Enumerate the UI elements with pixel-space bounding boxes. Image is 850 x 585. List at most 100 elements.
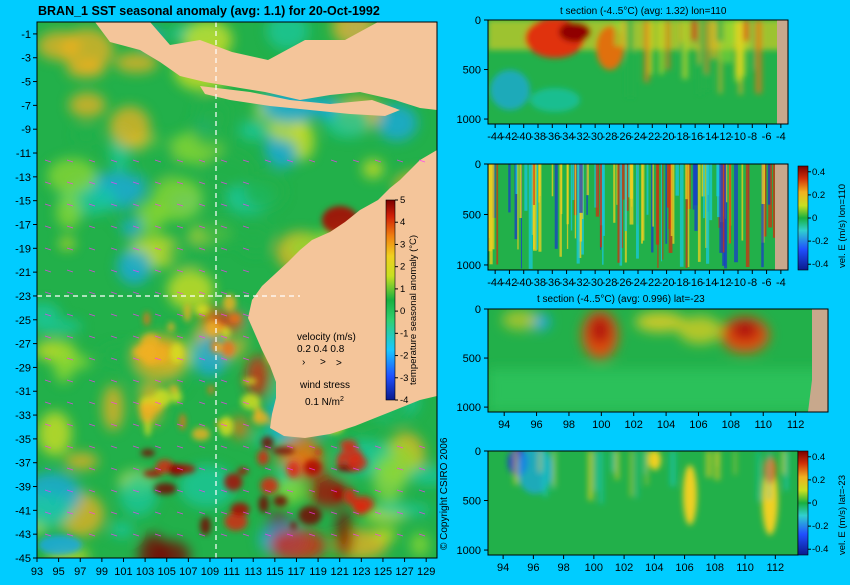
section-xtick-label: -10 — [730, 131, 746, 143]
vector-arrow — [154, 159, 162, 163]
map-title: BRAN_1 SST seasonal anomaly (avg: 1.1) f… — [38, 4, 380, 18]
section-xtick-label: -18 — [673, 131, 689, 143]
vector-arrow — [220, 401, 228, 405]
map-xtick-label: 105 — [158, 566, 176, 578]
vector-arrow — [308, 489, 316, 493]
vector-arrow — [88, 357, 96, 361]
field-patch — [590, 316, 610, 344]
anomaly-eddy — [200, 516, 211, 536]
vector-arrow — [44, 357, 52, 361]
section-xtick-label: -40 — [516, 131, 532, 143]
vector-arrow — [198, 445, 206, 449]
map-xtick-label: 123 — [352, 566, 370, 578]
velocity-streak — [595, 164, 600, 217]
vector-arrow — [418, 533, 426, 537]
map-xtick-label: 97 — [74, 566, 86, 578]
vector-arrow — [176, 291, 184, 295]
map-x-axis: 93 95 97 99 101 103 105 107 109 111 113 115 117 119 12… — [31, 558, 435, 578]
vector-arrow — [418, 159, 426, 163]
velocity-streak — [602, 164, 605, 236]
velocity-streak — [533, 164, 537, 251]
section-xtick-label: -24 — [630, 131, 646, 143]
section-xtick-label: 94 — [497, 562, 509, 574]
vector-arrow — [242, 203, 250, 207]
section-xtick-label: -30 — [587, 277, 603, 289]
vector-arrow — [110, 335, 118, 339]
vector-arrow — [198, 291, 206, 295]
section-xtick-label: 94 — [498, 419, 510, 431]
land-java — [200, 86, 400, 116]
vector-arrow — [198, 379, 206, 383]
s2-colorbar-ticks: 0.4 0.2 0 -0.2 -0.4 — [808, 167, 828, 270]
anomaly-blob — [308, 477, 350, 508]
anomaly-blob — [191, 334, 228, 377]
section-xtick-label: 106 — [689, 419, 707, 431]
vector-arrow — [154, 401, 162, 405]
vector-arrow — [330, 445, 338, 449]
velocity-streak — [574, 164, 577, 239]
velocity-streak — [579, 164, 583, 213]
field-streak — [659, 20, 664, 75]
vector-arrow — [198, 401, 206, 405]
section-xtick-label: 96 — [527, 562, 539, 574]
section-xtick-label: 104 — [657, 419, 675, 431]
vector-arrow — [110, 445, 118, 449]
vector-arrow — [66, 401, 74, 405]
vector-arrow — [66, 291, 74, 295]
vector-arrow — [220, 533, 228, 537]
vector-arrow — [286, 445, 294, 449]
vector-arrow — [66, 445, 74, 449]
vector-arrow — [352, 159, 360, 163]
vector-arrow — [66, 489, 74, 493]
section-colorbar-tick-label: 0.4 — [812, 452, 825, 463]
vector-arrow — [110, 291, 118, 295]
vector-arrow — [66, 357, 74, 361]
vector-arrow — [44, 203, 52, 207]
velocity-streak — [588, 451, 592, 501]
vector-arrow — [110, 511, 118, 515]
section-xtick-label: -8 — [747, 131, 757, 143]
section-ytick-label: 500 — [463, 209, 481, 221]
vector-arrow — [66, 269, 74, 273]
map-colorbar-ticks: 5 4 3 2 1 0 -1 -2 -3 -4 — [395, 195, 408, 406]
anomaly-eddy — [143, 311, 151, 326]
velocity-streak — [536, 164, 538, 250]
vector-arrow — [220, 313, 228, 317]
vector-arrow — [220, 181, 228, 185]
wind-legend-value: 0.1 N/m2 — [305, 396, 344, 408]
section-xtick-label: -34 — [559, 131, 575, 143]
vector-arrow — [396, 489, 404, 493]
vector-arrow — [110, 159, 118, 163]
vector-arrow — [88, 379, 96, 383]
vector-arrow — [352, 511, 360, 515]
vector-arrow — [242, 533, 250, 537]
anomaly-blob — [153, 540, 191, 558]
vector-arrow — [264, 159, 272, 163]
vector-arrow — [44, 467, 52, 471]
vector-arrow — [220, 423, 228, 427]
section-xtick-label: -20 — [659, 277, 675, 289]
field-streak — [647, 20, 653, 75]
velocity-streak — [661, 164, 663, 262]
vector-arrow — [220, 269, 228, 273]
field-streak — [755, 20, 762, 94]
vector-arrow — [264, 467, 272, 471]
section-xtick-label: -28 — [601, 131, 617, 143]
section-xtick-label: -26 — [616, 131, 632, 143]
vector-arrow — [396, 467, 404, 471]
anomaly-blob — [408, 465, 437, 486]
vector-arrow — [264, 489, 272, 493]
map-ytick-label: -13 — [15, 172, 31, 184]
s3-field — [488, 310, 828, 412]
velocity-legend-values: 0.2 0.4 0.8 — [297, 344, 345, 355]
vector-arrow — [198, 269, 206, 273]
vector-arrow — [132, 269, 140, 273]
vector-arrow — [44, 181, 52, 185]
velocity-streak — [630, 451, 633, 497]
section-xtick-label: -6 — [762, 277, 772, 289]
s2-colorbar — [797, 165, 809, 271]
anomaly-eddy — [240, 393, 261, 410]
anomaly-blob — [410, 532, 430, 557]
velocity-streak — [602, 164, 604, 265]
field-patch — [559, 22, 591, 42]
